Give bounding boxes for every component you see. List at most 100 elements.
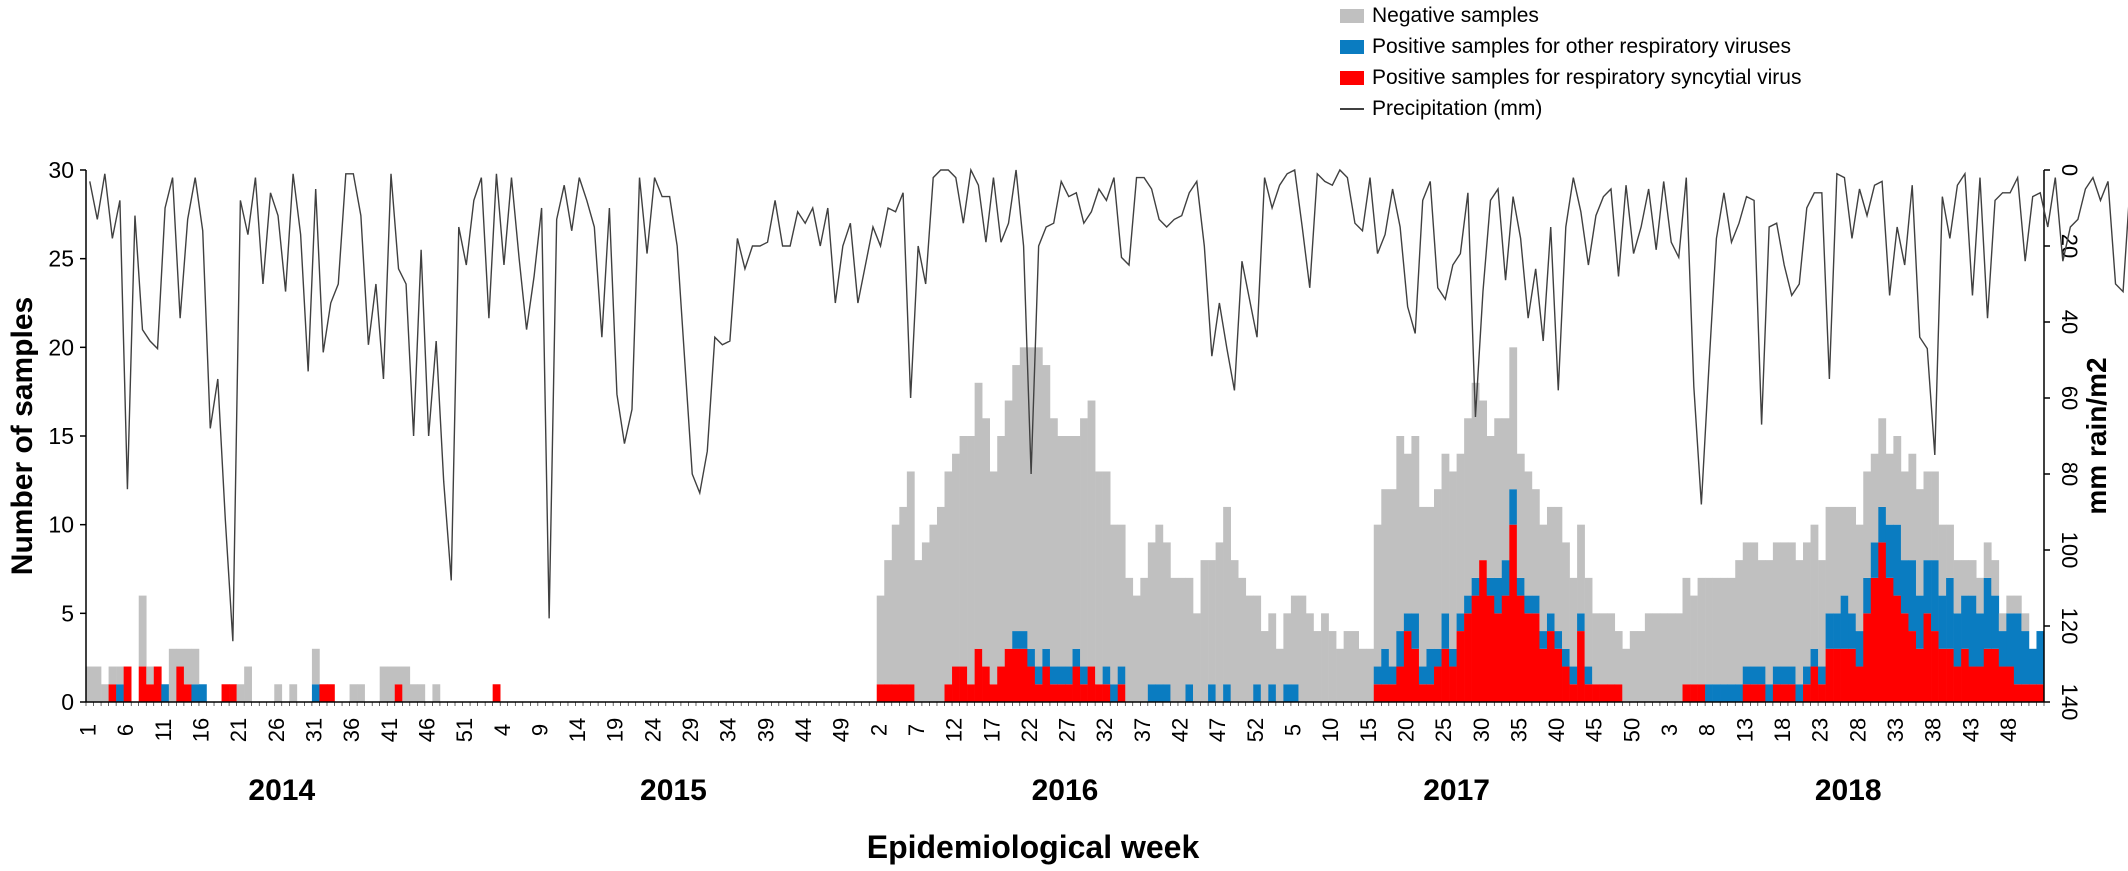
- bar-negative: [1976, 577, 1985, 614]
- bar-other: [1411, 613, 1420, 649]
- bar-other: [1027, 648, 1036, 667]
- bar-negative: [349, 684, 358, 702]
- bar-other: [1750, 666, 1759, 685]
- bar-negative: [1848, 506, 1857, 614]
- bar-negative: [274, 684, 283, 702]
- precipitation-line: [89, 167, 2128, 642]
- legend-label-rsv: Positive samples for respiratory syncyti…: [1372, 65, 1802, 89]
- bar-rsv: [1998, 666, 2007, 702]
- bar-negative: [1622, 648, 1631, 702]
- bar-negative: [1215, 542, 1224, 702]
- bar-negative: [1147, 542, 1156, 685]
- bar-other: [1539, 631, 1548, 649]
- bar-rsv: [1682, 684, 1691, 702]
- bar-other: [1034, 666, 1043, 685]
- bar-rsv: [1953, 666, 1962, 702]
- bar-negative: [1456, 453, 1465, 614]
- bar-rsv: [123, 666, 132, 702]
- bar-other: [1147, 684, 1156, 702]
- year-label: 2018: [1815, 774, 1882, 807]
- x-tick-label: 6: [113, 724, 138, 736]
- bar-rsv: [1931, 631, 1939, 702]
- x-tick-label: 4: [490, 724, 515, 736]
- x-tick-label: 35: [1506, 718, 1531, 742]
- bar-other: [1787, 666, 1796, 685]
- x-tick-label: 52: [1243, 718, 1268, 742]
- bar-negative: [974, 382, 983, 649]
- bar-negative: [146, 666, 155, 685]
- bar-other: [1983, 577, 1992, 649]
- y-tick-label: 25: [48, 246, 74, 272]
- bar-other: [1464, 595, 1472, 614]
- x-tick-label: 29: [678, 718, 703, 742]
- bar-rsv: [1509, 524, 1518, 702]
- legend-swatch-precip: [1340, 107, 1364, 110]
- bar-negative: [1577, 524, 1585, 614]
- legend-swatch-rsv: [1340, 70, 1364, 85]
- bar-negative: [2013, 595, 2022, 614]
- bar-negative: [1434, 489, 1442, 649]
- bar-negative: [1908, 453, 1917, 561]
- x-tick-label: 42: [1168, 718, 1193, 742]
- bar-negative: [1313, 631, 1322, 702]
- x-tick-label: 26: [264, 718, 289, 742]
- x-tick-label: 32: [1092, 718, 1117, 742]
- bar-other: [1223, 684, 1231, 702]
- x-tick-label: 44: [791, 718, 816, 742]
- bar-other: [1049, 666, 1058, 685]
- bar-rsv: [146, 684, 155, 702]
- bar-rsv: [1599, 684, 1608, 702]
- bar-negative: [1923, 471, 1932, 561]
- bar-negative: [1095, 471, 1103, 685]
- bar-negative: [1283, 613, 1292, 685]
- bar-other: [1840, 595, 1849, 649]
- bar-negative: [244, 666, 252, 702]
- bar-other: [1735, 684, 1744, 702]
- bar-negative: [989, 471, 998, 685]
- bar-rsv: [2013, 684, 2022, 702]
- bar-negative: [1200, 560, 1209, 702]
- bar-rsv: [1772, 684, 1781, 702]
- bar-negative: [1140, 577, 1149, 702]
- bar-rsv: [1787, 684, 1796, 702]
- bar-rsv: [326, 684, 335, 702]
- bar-negative: [876, 595, 885, 685]
- bar-other: [1449, 648, 1457, 667]
- bar-rsv: [1411, 648, 1420, 702]
- bar-other: [1795, 684, 1804, 702]
- bar-rsv: [1539, 648, 1548, 702]
- bar-other: [1946, 577, 1954, 649]
- bar-negative: [921, 542, 930, 702]
- bar-negative: [1750, 542, 1759, 667]
- x-tick-label: 18: [1770, 718, 1795, 742]
- bar-negative: [1667, 613, 1676, 702]
- bar-negative: [1795, 560, 1804, 685]
- bar-other: [1870, 542, 1879, 578]
- bar-negative: [1343, 631, 1352, 702]
- bar-negative: [357, 684, 365, 702]
- bar-rsv: [1833, 648, 1841, 702]
- bar-rsv: [1946, 648, 1954, 702]
- bar-negative: [1072, 436, 1081, 649]
- bar-rsv: [989, 684, 998, 702]
- bar-negative: [1486, 436, 1495, 578]
- bar-rsv: [1516, 595, 1525, 702]
- bar-rsv: [1818, 684, 1826, 702]
- bar-other: [1720, 684, 1729, 702]
- bar-rsv: [2036, 684, 2045, 702]
- bar-negative: [1170, 577, 1179, 702]
- bar-negative: [387, 666, 396, 702]
- bar-negative: [1546, 506, 1555, 614]
- bar-negative: [1825, 506, 1834, 614]
- bar-negative: [432, 684, 441, 702]
- bar-negative: [1260, 631, 1269, 702]
- x-tick-label: 45: [1582, 718, 1607, 742]
- bar-other: [1418, 666, 1427, 685]
- bar-rsv: [1697, 684, 1706, 702]
- bar-negative: [1411, 436, 1420, 614]
- bar-rsv: [1449, 666, 1457, 702]
- bar-other: [1501, 560, 1510, 596]
- bar-other: [1727, 684, 1736, 702]
- x-tick-label: 46: [414, 718, 439, 742]
- bar-other: [1810, 648, 1819, 667]
